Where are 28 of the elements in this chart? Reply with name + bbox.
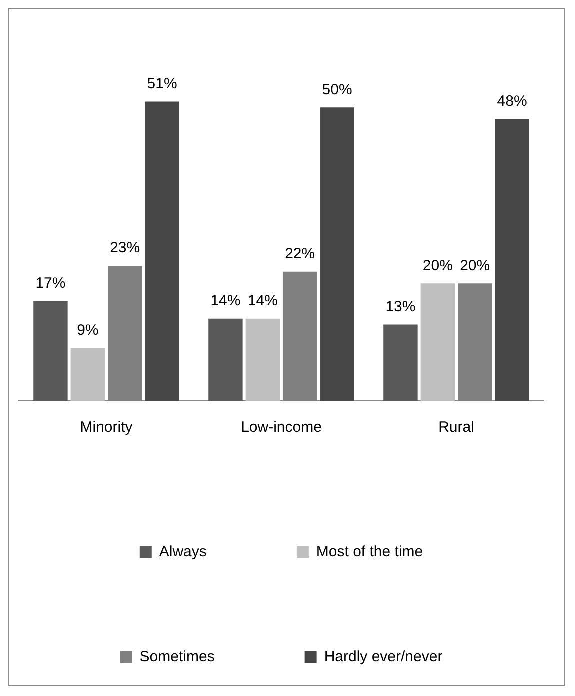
legend-label: Most of the time <box>316 544 424 561</box>
legend-label: Always <box>159 544 207 561</box>
bar <box>384 324 418 401</box>
data-label: 13% <box>386 298 416 316</box>
data-label: 48% <box>497 93 528 110</box>
data-label: 9% <box>77 322 99 339</box>
bar <box>145 102 180 401</box>
bar <box>246 318 280 401</box>
bar <box>208 318 243 401</box>
data-label: 23% <box>110 240 140 257</box>
bar <box>320 108 354 401</box>
data-label: 17% <box>36 274 66 292</box>
bar <box>34 301 68 401</box>
x-tick-label: Minority <box>80 419 134 436</box>
data-label: 14% <box>248 292 278 310</box>
data-label: 14% <box>210 292 241 310</box>
bar <box>420 284 456 401</box>
legend-label: Sometimes <box>140 648 215 666</box>
data-label: 50% <box>322 81 352 98</box>
data-label: 20% <box>460 257 490 274</box>
x-tick-label: Rural <box>438 419 474 436</box>
data-label: 20% <box>422 257 453 274</box>
data-label: 22% <box>285 246 316 263</box>
bar <box>70 348 106 401</box>
x-tick-label: Low-income <box>241 419 322 436</box>
bar <box>495 119 530 401</box>
legend-label: Hardly ever/never <box>324 648 443 666</box>
data-label: 51% <box>147 75 178 92</box>
